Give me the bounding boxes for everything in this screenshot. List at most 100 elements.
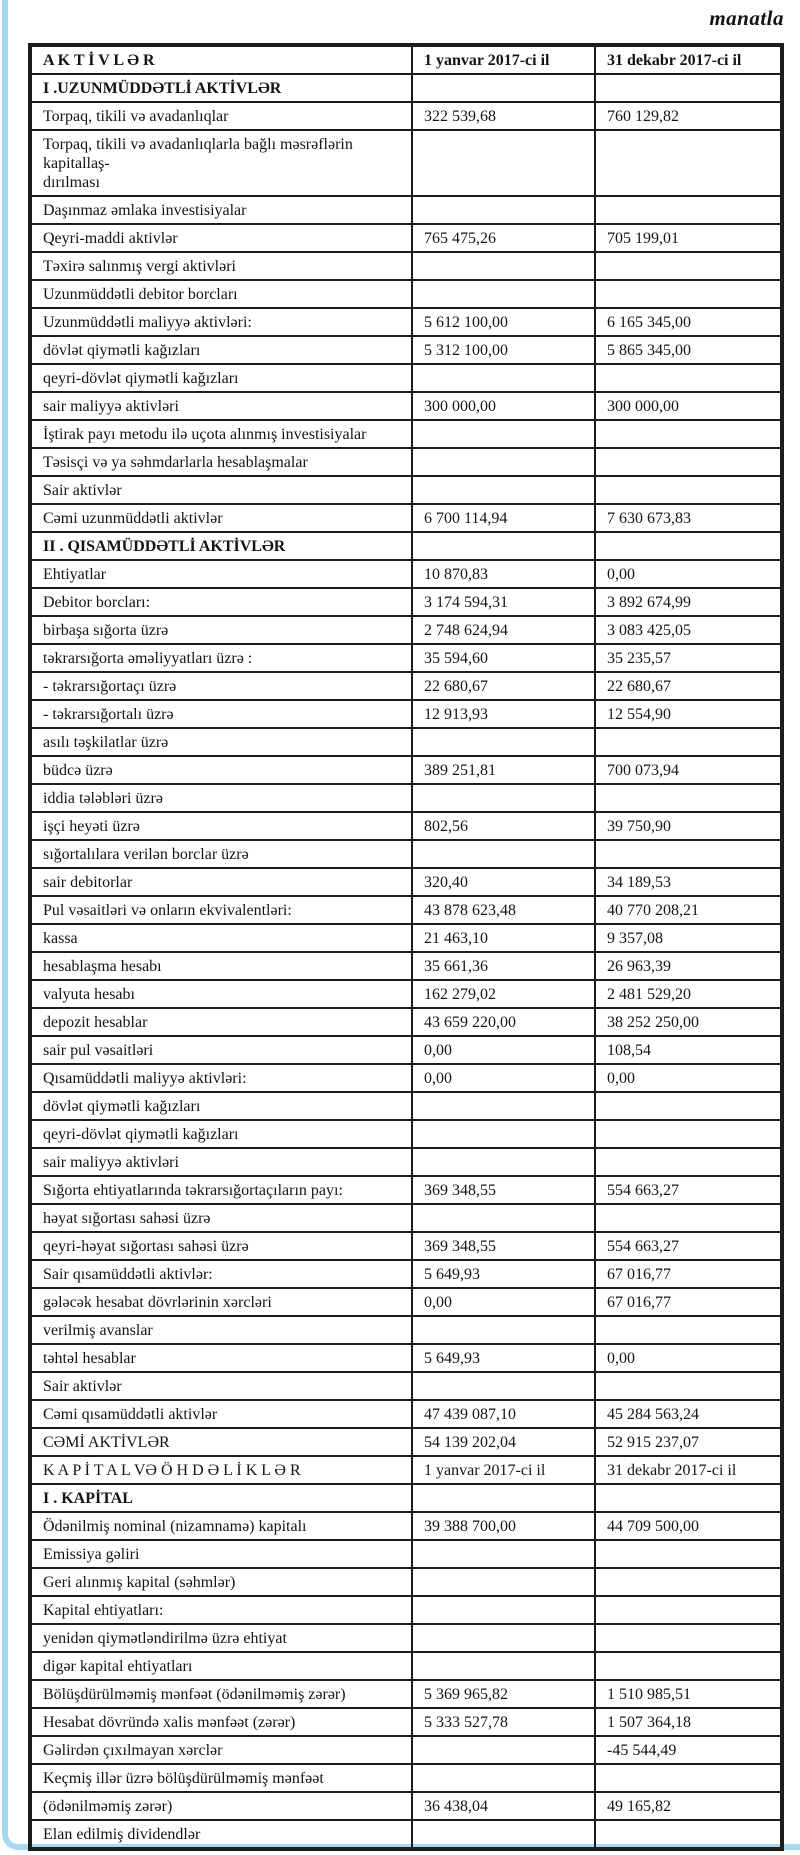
table-row: Cəmi uzunmüddətli aktivlər 6 700 114,94 … (29, 503, 783, 533)
row-value-dec-cell (594, 73, 783, 103)
row-value-dec-cell: 300 000,00 (594, 391, 783, 421)
table-row: Sair aktivlər (29, 1371, 783, 1401)
table-row: gələcək hesabat dövrlərinin xərcləri 0,0… (29, 1287, 783, 1317)
row-value-jan-cell: 5 312 100,00 (411, 335, 596, 365)
row-value-dec-cell (594, 1623, 783, 1653)
table-row: yenidən qiymətləndirilmə üzrə ehtiyat (29, 1623, 783, 1653)
table-row: depozit hesablar 43 659 220,00 38 252 25… (29, 1007, 783, 1037)
row-label-cell: Təxirə salınmış vergi aktivləri (29, 251, 413, 281)
row-value-dec-cell: 34 189,53 (594, 867, 783, 897)
row-value-jan-cell (411, 251, 596, 281)
row-label-cell: digər kapital ehtiyatları (29, 1651, 413, 1681)
row-value-jan-cell (411, 1763, 596, 1793)
row-label-cell: qeyri-həyat sığortası sahəsi üzrə (29, 1231, 413, 1261)
row-label-cell: Sair aktivlər (29, 1371, 413, 1401)
row-value-jan-cell: 43 878 623,48 (411, 895, 596, 925)
row-value-dec-cell: 31 dekabr 2017-ci il (594, 1455, 783, 1485)
row-value-dec-cell: 26 963,39 (594, 951, 783, 981)
row-value-jan-cell (411, 783, 596, 813)
row-value-dec-cell: 31 dekabr 2017-ci il (594, 44, 783, 75)
row-value-dec-cell (594, 1567, 783, 1597)
row-label-cell: verilmiş avanslar (29, 1315, 413, 1345)
table-row: valyuta hesabı 162 279,02 2 481 529,20 (29, 979, 783, 1009)
row-value-jan-cell: 43 659 220,00 (411, 1007, 596, 1037)
row-value-jan-cell: 47 439 087,10 (411, 1399, 596, 1429)
row-value-jan-cell (411, 73, 596, 103)
row-label-cell: (ödənilməmiş zərər) (29, 1791, 413, 1821)
row-value-jan-cell (411, 727, 596, 757)
table-row: sığortalılara verilən borclar üzrə (29, 839, 783, 869)
table-row: - təkrarsığortaçı üzrə 22 680,67 22 680,… (29, 671, 783, 701)
table-row: büdcə üzrə 389 251,81 700 073,94 (29, 755, 783, 785)
table-row: birbaşa sığorta üzrə 2 748 624,94 3 083 … (29, 615, 783, 645)
row-label-cell: dövlət qiymətli kağızları (29, 335, 413, 365)
row-value-jan-cell: 10 870,83 (411, 559, 596, 589)
row-value-jan-cell (411, 1147, 596, 1177)
row-label-cell: kassa (29, 923, 413, 953)
row-value-dec-cell: 6 165 345,00 (594, 307, 783, 337)
row-value-jan-cell (411, 531, 596, 561)
row-value-jan-cell (411, 1119, 596, 1149)
row-value-dec-cell: 0,00 (594, 559, 783, 589)
row-value-jan-cell: 389 251,81 (411, 755, 596, 785)
row-value-dec-cell: 44 709 500,00 (594, 1511, 783, 1541)
table-row: Cəmi qısamüddətli aktivlər 47 439 087,10… (29, 1399, 783, 1429)
row-label-cell: Cəmi uzunmüddətli aktivlər (29, 503, 413, 533)
row-value-dec-cell (594, 251, 783, 281)
row-label-cell: Torpaq, tikili və avadanlıqlarla bağlı m… (29, 129, 413, 197)
row-label-cell: büdcə üzrə (29, 755, 413, 785)
row-value-jan-cell: 54 139 202,04 (411, 1427, 596, 1457)
row-value-dec-cell (594, 475, 783, 505)
row-value-jan-cell (411, 839, 596, 869)
table-row: qeyri-həyat sığortası sahəsi üzrə 369 34… (29, 1231, 783, 1261)
row-value-dec-cell: 12 554,90 (594, 699, 783, 729)
row-label-cell: Sair qısamüddətli aktivlər: (29, 1259, 413, 1289)
row-value-dec-cell (594, 129, 783, 197)
table-row: Sair aktivlər (29, 475, 783, 505)
row-value-jan-cell: 1 yanvar 2017-ci il (411, 1455, 596, 1485)
row-value-dec-cell: 49 165,82 (594, 1791, 783, 1821)
row-label-cell: CƏMİ AKTİVLƏR (29, 1427, 413, 1457)
row-value-dec-cell: 1 510 985,51 (594, 1679, 783, 1709)
row-label-cell: yenidən qiymətləndirilmə üzrə ehtiyat (29, 1623, 413, 1653)
row-label-cell: həyat sığortası sahəsi üzrə (29, 1203, 413, 1233)
row-label-cell: Qısamüddətli maliyyə aktivləri: (29, 1063, 413, 1093)
row-label-cell: Ödənilmiş nominal (nizamnamə) kapitalı (29, 1511, 413, 1541)
row-value-dec-cell: 39 750,90 (594, 811, 783, 841)
row-value-dec-cell (594, 1819, 783, 1850)
row-label-cell: asılı təşkilatlar üzrə (29, 727, 413, 757)
row-value-dec-cell (594, 727, 783, 757)
row-value-jan-cell: 6 700 114,94 (411, 503, 596, 533)
row-value-dec-cell (594, 363, 783, 393)
row-label-cell: valyuta hesabı (29, 979, 413, 1009)
currency-unit-label: manatla (709, 6, 784, 30)
row-label-cell: dövlət qiymətli kağızları (29, 1091, 413, 1121)
row-value-dec-cell: 1 507 364,18 (594, 1707, 783, 1737)
row-label-cell: sair pul vəsaitləri (29, 1035, 413, 1065)
row-label-cell: Daşınmaz əmlaka investisiyalar (29, 195, 413, 225)
row-value-dec-cell (594, 1091, 783, 1121)
row-value-jan-cell: 0,00 (411, 1063, 596, 1093)
table-row: dövlət qiymətli kağızları 5 312 100,00 5… (29, 335, 783, 365)
table-row: asılı təşkilatlar üzrə (29, 727, 783, 757)
row-label-cell: - təkrarsığortalı üzrə (29, 699, 413, 729)
row-value-dec-cell (594, 1371, 783, 1401)
row-value-jan-cell (411, 1371, 596, 1401)
row-value-jan-cell: 322 539,68 (411, 101, 596, 131)
table-row: K A P İ T A L VƏ Ö H D Ə L İ K L Ə R 1 y… (29, 1455, 783, 1485)
table-row: digər kapital ehtiyatları (29, 1651, 783, 1681)
row-label-cell: Hesabat dövründə xalis mənfəət (zərər) (29, 1707, 413, 1737)
row-value-dec-cell: 5 865 345,00 (594, 335, 783, 365)
row-value-dec-cell (594, 1203, 783, 1233)
row-label-cell: Emissiya gəliri (29, 1539, 413, 1569)
row-label-cell: təhtəl hesablar (29, 1343, 413, 1373)
row-value-jan-cell: 5 333 527,78 (411, 1707, 596, 1737)
row-value-dec-cell: 705 199,01 (594, 223, 783, 253)
row-label-cell: Uzunmüddətli debitor borcları (29, 279, 413, 309)
row-label-cell: sığortalılara verilən borclar üzrə (29, 839, 413, 869)
row-value-jan-cell: 1 yanvar 2017-ci il (411, 44, 596, 75)
table-row: sair maliyyə aktivləri 300 000,00 300 00… (29, 391, 783, 421)
row-value-jan-cell: 5 649,93 (411, 1259, 596, 1289)
row-label-cell: K A P İ T A L VƏ Ö H D Ə L İ K L Ə R (29, 1455, 413, 1485)
table-row: Hesabat dövründə xalis mənfəət (zərər) 5… (29, 1707, 783, 1737)
